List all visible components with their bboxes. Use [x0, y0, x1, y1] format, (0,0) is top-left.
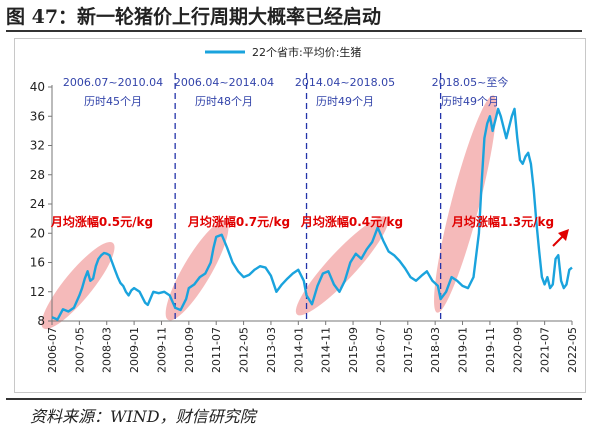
- title-rule: [6, 30, 582, 32]
- x-tick-label: 2011-07: [210, 327, 223, 373]
- x-tick-label: 2021-07: [539, 327, 552, 373]
- series-layer: [51, 107, 573, 321]
- period-label-4: 2018.05~至今: [432, 75, 509, 89]
- period-label-1: 2006.07~2010.04: [63, 76, 163, 89]
- legend-label: 22个省市:平均价:生猪: [252, 45, 361, 59]
- x-tick-label: 2017-05: [402, 327, 415, 373]
- source-rule: [6, 398, 582, 400]
- rate-label-2: 月均涨幅0.7元/kg: [187, 214, 290, 229]
- rate-label-3: 月均涨幅0.4元/kg: [300, 214, 403, 229]
- y-tick-label: 8: [37, 314, 45, 328]
- x-tick-label: 2009-01: [128, 327, 141, 373]
- x-tick-label: 2006-07: [46, 327, 59, 373]
- y-tick-label: 12: [30, 285, 45, 299]
- axes: 8 12 16 20 24 28 32 36 40 2006-07 2007-05 2008-03 20…: [30, 80, 579, 373]
- rate-label-1: 月均涨幅0.5元/kg: [50, 214, 153, 229]
- highlight-ellipse-1: [41, 241, 115, 330]
- y-tick-label: 24: [30, 197, 45, 211]
- x-tick-label: 2008-03: [101, 327, 114, 373]
- x-tick-label: 2019-01: [457, 327, 470, 373]
- period-label-3: 2014.04~2018.05: [295, 76, 395, 89]
- x-tick-label: 2020-09: [511, 327, 524, 373]
- y-tick-label: 32: [30, 139, 45, 153]
- legend: 22个省市:平均价:生猪: [205, 45, 361, 59]
- x-tick-label: 2016-07: [374, 327, 387, 373]
- x-tick-label: 2013-03: [265, 327, 278, 373]
- y-tick-label: 28: [30, 168, 45, 182]
- x-tick-label: 2019-11: [484, 327, 497, 373]
- y-tick-label: 36: [30, 109, 45, 123]
- highlight-ellipse-2: [165, 220, 229, 321]
- duration-label-4: 历时49个月: [441, 95, 499, 108]
- y-tick-label: 20: [30, 226, 45, 240]
- period-label-2: 2006.04~2014.04: [174, 76, 274, 89]
- x-tick-label: 2009-11: [155, 327, 168, 373]
- duration-label-2: 历时48个月: [195, 95, 253, 108]
- duration-label-3: 历时49个月: [316, 95, 374, 108]
- y-tick-label: 40: [30, 80, 45, 94]
- duration-label-1: 历时45个月: [84, 95, 142, 108]
- x-tick-label: 2007-05: [73, 327, 86, 373]
- x-tick-label: 2022-05: [566, 327, 579, 373]
- x-tick-label: 2015-09: [347, 327, 360, 373]
- x-tick-label: 2018-03: [429, 327, 442, 373]
- x-tick-label: 2014-01: [292, 327, 305, 373]
- period-dividers: [174, 73, 442, 321]
- trend-arrow-icon: [552, 229, 569, 247]
- x-tick-label: 2010-09: [183, 327, 196, 373]
- highlight-ellipse-3: [295, 216, 389, 316]
- highlight-ellipse-4: [434, 95, 497, 313]
- series-line-hog-price: [51, 107, 573, 321]
- figure-title: 图 47：新一轮猪价上行周期大概率已经启动: [6, 6, 382, 28]
- y-tick-label: 16: [30, 256, 45, 270]
- x-tick-label: 2012-05: [238, 327, 251, 373]
- x-tick-label: 2014-11: [320, 327, 333, 373]
- source-note: 资料来源：WIND，财信研究院: [30, 407, 256, 426]
- chart-frame: [14, 38, 586, 393]
- rate-label-4: 月均涨幅1.3元/kg: [451, 214, 554, 229]
